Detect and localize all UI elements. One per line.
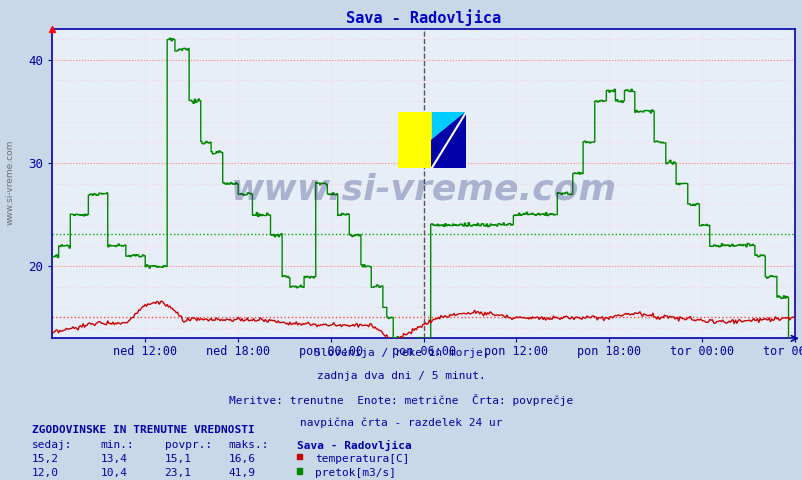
Title: Sava - Radovljica: Sava - Radovljica	[346, 10, 500, 26]
Text: pretok[m3/s]: pretok[m3/s]	[314, 468, 395, 478]
Text: 10,4: 10,4	[100, 468, 128, 478]
Text: 12,0: 12,0	[32, 468, 59, 478]
Text: navpična črta - razdelek 24 ur: navpična črta - razdelek 24 ur	[300, 417, 502, 428]
Text: ZGODOVINSKE IN TRENUTNE VREDNOSTI: ZGODOVINSKE IN TRENUTNE VREDNOSTI	[32, 425, 254, 435]
Text: 16,6: 16,6	[229, 454, 256, 464]
Text: povpr.:: povpr.:	[164, 440, 212, 450]
Text: zadnja dva dni / 5 minut.: zadnja dva dni / 5 minut.	[317, 371, 485, 381]
Polygon shape	[431, 112, 465, 168]
Text: min.:: min.:	[100, 440, 134, 450]
Text: www.si-vreme.com: www.si-vreme.com	[230, 173, 616, 207]
Text: Slovenija / reke in morje.: Slovenija / reke in morje.	[314, 348, 488, 358]
Polygon shape	[397, 112, 431, 168]
Polygon shape	[431, 112, 465, 140]
Text: 15,2: 15,2	[32, 454, 59, 464]
Text: temperatura[C]: temperatura[C]	[314, 454, 409, 464]
Text: Sava - Radovljica: Sava - Radovljica	[297, 440, 411, 451]
Text: 41,9: 41,9	[229, 468, 256, 478]
Text: 15,1: 15,1	[164, 454, 192, 464]
Text: 13,4: 13,4	[100, 454, 128, 464]
Text: www.si-vreme.com: www.si-vreme.com	[6, 140, 15, 225]
Text: 23,1: 23,1	[164, 468, 192, 478]
Text: maks.:: maks.:	[229, 440, 269, 450]
Text: sedaj:: sedaj:	[32, 440, 72, 450]
Text: Meritve: trenutne  Enote: metrične  Črta: povprečje: Meritve: trenutne Enote: metrične Črta: …	[229, 394, 573, 406]
